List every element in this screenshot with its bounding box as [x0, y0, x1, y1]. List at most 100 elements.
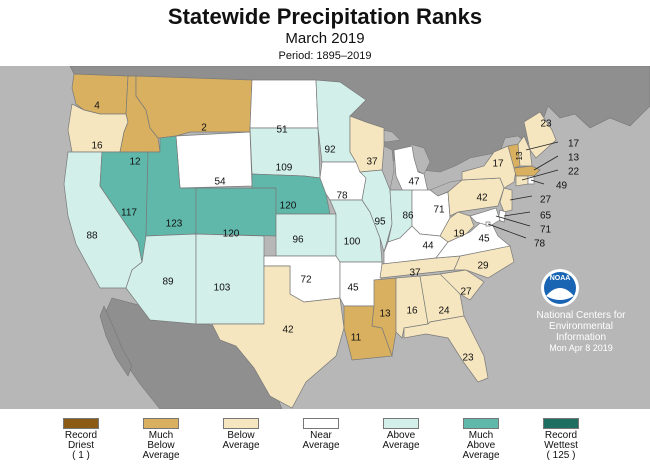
- rank-label-ct: 22: [568, 167, 580, 178]
- credit-line-2: Environmental: [549, 321, 613, 332]
- us-precipitation-map: 4 16 88 12 117 2 54 123 120 89 103 51 109 120 96 72 42 92…: [0, 66, 650, 409]
- state-mt: [135, 75, 253, 139]
- rank-labels-layer: 4 16 88 12 117 2 54 123 120 89 103 51 109 120 96 72 42 92…: [86, 101, 579, 364]
- rank-label-oh: 71: [433, 205, 445, 216]
- rank-label-ia: 78: [336, 191, 348, 202]
- rank-label-in: 86: [402, 211, 414, 222]
- rank-label-ga: 24: [438, 306, 450, 317]
- rank-label-id: 12: [129, 157, 141, 168]
- credit-line-1: National Centers for: [536, 310, 626, 321]
- legend-label: Record Wettest ( 125 ): [544, 430, 578, 461]
- leader-line-nh: [525, 141, 559, 151]
- rank-label-ca: 88: [86, 231, 98, 242]
- state-md: [469, 207, 501, 227]
- rank-label-la: 11: [351, 333, 362, 344]
- legend-swatch: [63, 418, 99, 429]
- legend-swatch: [463, 418, 499, 429]
- legend-label: Much Above Average: [462, 430, 500, 461]
- leader-line-ma: [533, 155, 559, 171]
- rank-label-or: 16: [91, 141, 103, 152]
- state-ks: [275, 213, 337, 257]
- rank-label-wi: 37: [366, 157, 378, 168]
- rank-label-ny: 17: [492, 159, 504, 170]
- credit-line-3: Information: [555, 332, 607, 343]
- rank-label-dc: 78: [534, 239, 546, 250]
- legend-label: Record Driest ( 1 ): [64, 430, 98, 461]
- legend: Record Driest ( 1 ) Much Below Average Bel…: [0, 418, 650, 475]
- legend-label: Near Average: [302, 430, 340, 451]
- rank-label-co: 120: [223, 229, 240, 240]
- rank-label-nj: 27: [540, 195, 552, 206]
- state-fl: [403, 315, 489, 383]
- legend-item: Below Average: [196, 418, 286, 451]
- state-sc: [439, 269, 485, 301]
- state-nm: [195, 233, 265, 325]
- baja-land: [99, 305, 133, 377]
- rank-label-de: 65: [540, 211, 552, 222]
- rank-label-nm: 103: [214, 283, 231, 294]
- rank-label-ri: 49: [556, 181, 568, 192]
- legend-label: Above Average: [382, 430, 420, 451]
- rank-label-ks: 96: [292, 235, 304, 246]
- rank-label-ne: 120: [280, 201, 297, 212]
- rank-label-mo: 100: [344, 237, 361, 248]
- state-nd: [249, 79, 319, 129]
- rank-label-mt: 2: [201, 123, 207, 134]
- rank-label-al: 16: [406, 306, 418, 317]
- legend-swatch: [303, 418, 339, 429]
- state-mi: [393, 145, 429, 195]
- leader-line-de: [503, 211, 531, 217]
- credit-date: Mon Apr 8 2019: [549, 343, 613, 353]
- rank-label-wy: 54: [214, 177, 226, 188]
- rank-label-wv: 19: [453, 229, 465, 240]
- subtitle: March 2019: [285, 30, 365, 47]
- rank-label-tx: 42: [282, 325, 294, 336]
- states-layer: [63, 73, 557, 409]
- legend-label: Much Below Average: [142, 430, 180, 461]
- leader-line-ct: [521, 169, 559, 181]
- leader-line-dc: [487, 223, 527, 239]
- rank-label-pa: 42: [476, 193, 488, 204]
- state-ma: [513, 165, 541, 177]
- noaa-credit: National Centers for Environmental Infor…: [516, 310, 646, 354]
- leader-line-ri: [530, 179, 545, 185]
- state-ny: [461, 145, 517, 189]
- legend-item: Near Average: [276, 418, 366, 451]
- legend-swatch: [383, 418, 419, 429]
- state-il: [359, 169, 393, 254]
- rank-label-ky: 44: [422, 241, 434, 252]
- rank-label-sc: 27: [460, 287, 472, 298]
- title: Statewide Precipitation Ranks: [167, 4, 483, 29]
- rank-label-ms: 13: [379, 309, 391, 320]
- rank-label-vt: 13: [515, 151, 524, 160]
- rank-label-md: 71: [540, 225, 552, 236]
- rank-label-az: 89: [162, 277, 174, 288]
- legend-item: Above Average: [356, 418, 446, 451]
- rank-label-nc: 29: [477, 261, 489, 272]
- state-ct: [515, 175, 529, 187]
- legend-swatch: [543, 418, 579, 429]
- legend-label: Below Average: [222, 430, 260, 451]
- leader-line-md: [495, 215, 531, 227]
- state-wv: [439, 211, 475, 243]
- rank-label-ma: 13: [568, 153, 580, 164]
- legend-swatch: [143, 418, 179, 429]
- rank-label-nv: 117: [121, 208, 137, 219]
- rank-label-ok: 72: [300, 275, 312, 286]
- state-nh: [517, 135, 533, 167]
- rank-label-va: 45: [478, 234, 490, 245]
- rank-label-ut: 123: [166, 219, 183, 230]
- rank-label-nh: 17: [568, 139, 580, 150]
- rank-label-sd: 109: [276, 163, 293, 174]
- state-nj: [499, 187, 513, 213]
- rank-label-fl: 23: [462, 353, 474, 364]
- period: Period: 1895–2019: [278, 50, 372, 62]
- legend-item: Record Wettest ( 125 ): [516, 418, 606, 461]
- leader-line-nj: [509, 195, 533, 201]
- rank-label-tn: 37: [409, 268, 421, 279]
- noaa-logo-text: NOAA: [550, 275, 571, 282]
- rank-label-mi: 47: [408, 177, 420, 188]
- legend-item: Much Above Average: [436, 418, 526, 461]
- rank-label-me: 23: [540, 119, 552, 130]
- rank-label-ar: 45: [347, 283, 359, 294]
